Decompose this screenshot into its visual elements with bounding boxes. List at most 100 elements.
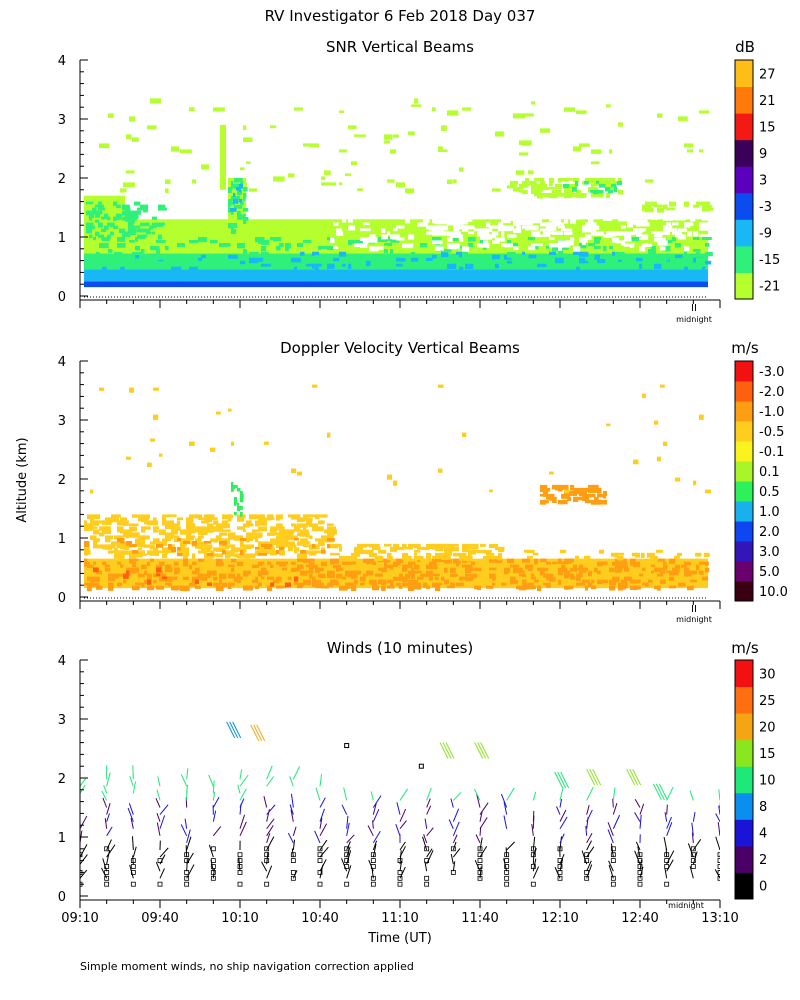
heatmap-cell — [585, 496, 590, 502]
heatmap-cell — [87, 564, 94, 568]
heatmap-cell — [291, 561, 296, 565]
heatmap-cell — [699, 149, 704, 153]
heatmap-cell — [123, 573, 129, 579]
heatmap-cell — [611, 183, 617, 188]
heatmap-cell — [594, 496, 599, 501]
wind-barb-upper — [652, 783, 662, 801]
heatmap-cell — [342, 263, 346, 267]
heatmap-cell — [345, 258, 351, 263]
heatmap-cell — [527, 555, 533, 559]
heatmap-cell — [705, 207, 714, 211]
heatmap-cell — [120, 550, 124, 555]
heatmap-cell — [198, 257, 202, 261]
heatmap-cell — [405, 188, 415, 194]
heatmap-cell — [632, 552, 638, 557]
heatmap-cell — [378, 246, 384, 250]
heatmap-cell — [147, 125, 157, 130]
heatmap-cell — [333, 558, 340, 564]
heatmap-cell — [252, 532, 259, 536]
heatmap-cell — [282, 567, 288, 571]
wind-barb — [556, 806, 561, 815]
heatmap-cell — [375, 573, 383, 577]
heatmap-cell — [207, 544, 213, 550]
colorbar-label: 0 — [759, 880, 767, 895]
heatmap-cell — [233, 207, 237, 212]
heatmap-cell — [162, 576, 168, 580]
heatmap-cell — [240, 181, 244, 187]
wind-barb — [266, 865, 273, 879]
heatmap-cell — [582, 193, 587, 198]
heatmap-cell — [144, 579, 148, 585]
heatmap-cell — [186, 550, 190, 555]
heatmap-cell — [558, 193, 565, 197]
heatmap-cell — [348, 240, 353, 246]
heatmap-cell — [297, 558, 304, 562]
heatmap-cell — [261, 246, 267, 252]
wind-barb — [452, 834, 458, 844]
heatmap-cell — [261, 570, 269, 575]
heatmap-cell — [345, 582, 352, 586]
heatmap-cell — [684, 201, 690, 207]
heatmap-cell — [255, 585, 260, 589]
heatmap-cell — [195, 567, 200, 573]
heatmap-cell — [243, 125, 247, 131]
heatmap-cell — [216, 535, 222, 541]
heatmap-cell — [675, 216, 686, 221]
wind-barb — [503, 801, 508, 815]
heatmap-cell — [372, 561, 376, 566]
heatmap-cell — [450, 543, 459, 547]
heatmap-cell — [201, 558, 205, 562]
heatmap-cell — [303, 541, 311, 545]
heatmap-cell — [600, 193, 604, 198]
heatmap-cell — [549, 251, 557, 256]
calm-wind-marker — [664, 864, 670, 869]
heatmap-cell — [98, 204, 104, 211]
heatmap-cell — [189, 266, 198, 271]
heatmap-cell — [219, 532, 228, 536]
wind-barb — [239, 821, 247, 837]
colorbar-label: 15 — [759, 747, 776, 762]
heatmap-cell — [678, 582, 686, 587]
heatmap-cell — [453, 263, 457, 269]
heatmap-cell — [674, 555, 680, 559]
heatmap-cell — [393, 543, 398, 548]
heatmap-cell — [693, 204, 699, 208]
heatmap-cell — [216, 553, 223, 558]
heatmap-cell — [105, 564, 110, 568]
heatmap-cell — [255, 538, 259, 543]
heatmap-cell — [639, 573, 644, 577]
doppler-midnight-label: midnight — [676, 615, 712, 624]
heatmap-cell — [171, 146, 180, 152]
heatmap-cell — [606, 234, 613, 238]
calm-wind-marker — [610, 881, 616, 887]
heatmap-cell — [453, 558, 461, 564]
heatmap-cell — [663, 564, 668, 570]
heatmap-cell — [603, 561, 608, 566]
heatmap-cell — [258, 570, 263, 576]
heatmap-cell — [351, 582, 356, 588]
wind-barb — [238, 857, 241, 872]
wind-barb — [319, 839, 328, 851]
heatmap-cell — [300, 251, 305, 256]
heatmap-cell — [95, 219, 99, 223]
colorbar-swatch — [735, 219, 753, 247]
heatmap-cell — [444, 543, 449, 547]
wind-barb — [715, 836, 720, 851]
heatmap-cell — [264, 553, 268, 556]
wind-barb — [452, 841, 457, 851]
heatmap-cell — [456, 272, 466, 278]
heatmap-cell — [426, 585, 431, 589]
heatmap-cell — [384, 134, 393, 140]
colorbar-swatch — [735, 501, 753, 522]
heatmap-cell — [294, 579, 299, 585]
heatmap-cell — [294, 272, 301, 276]
heatmap-cell — [165, 275, 170, 281]
heatmap-cell — [162, 520, 167, 526]
heatmap-cell — [189, 107, 195, 112]
heatmap-cell — [117, 272, 123, 278]
heatmap-cell — [89, 216, 93, 221]
colorbar-label: 21 — [759, 94, 776, 109]
heatmap-cell — [297, 553, 307, 559]
heatmap-cell — [657, 207, 665, 213]
